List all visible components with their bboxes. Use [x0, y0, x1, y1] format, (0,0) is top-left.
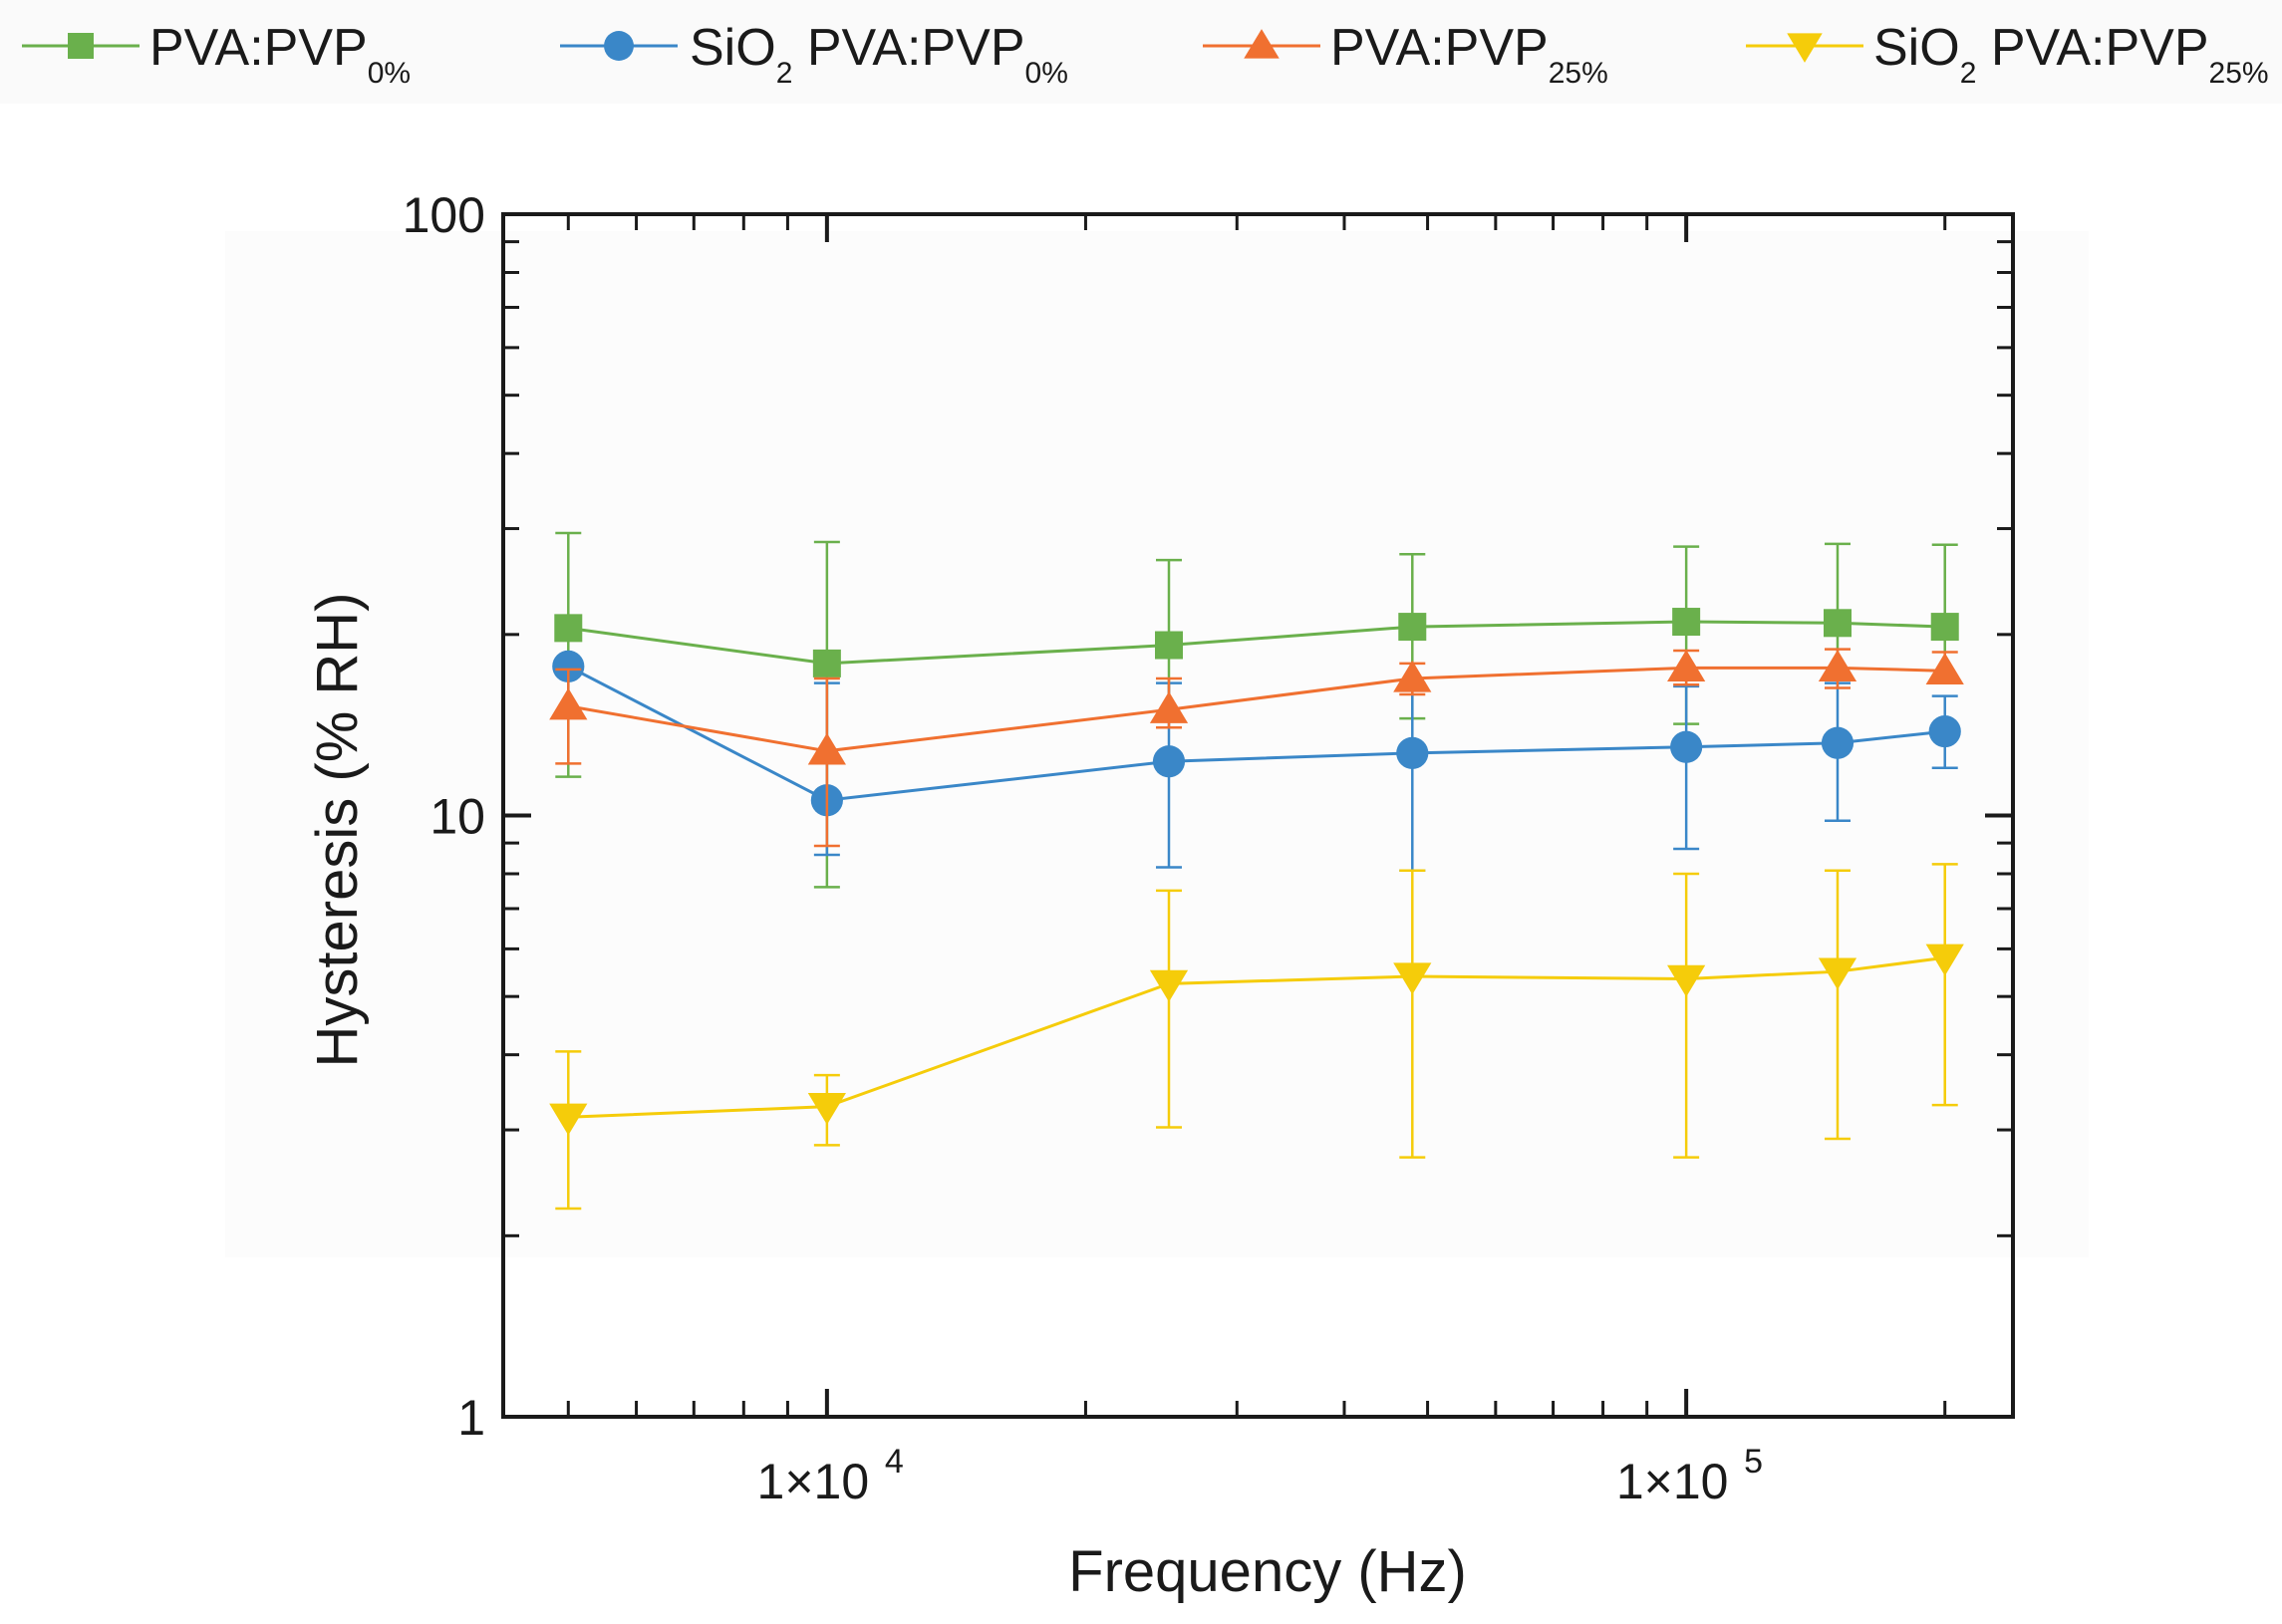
data-point	[1818, 957, 1857, 990]
data-point	[1667, 650, 1706, 681]
series-line	[568, 666, 1945, 753]
legend-item: SiO2 PVA:PVP25%	[1744, 8, 2282, 98]
data-point	[1823, 609, 1852, 638]
legend-label: SiO2 PVA:PVP25%	[1873, 19, 2269, 90]
data-point	[1925, 653, 1964, 684]
legend-swatch	[1746, 33, 1863, 63]
legend: PVA:PVP0% SiO2 PVA:PVP0% PVA:PVP25% SiO2…	[0, 0, 2282, 104]
series-group	[549, 863, 1964, 1211]
data-point	[1928, 714, 1961, 748]
data-point	[549, 687, 588, 720]
data-point	[807, 1093, 846, 1125]
y-tick-label: 10	[429, 789, 485, 845]
data-point	[1393, 660, 1432, 692]
data-point	[1925, 944, 1964, 976]
legend-label: PVA:PVP0%	[149, 19, 412, 90]
data-point	[554, 614, 583, 643]
series-line	[568, 620, 1945, 666]
data-point	[1152, 745, 1186, 778]
series-layer	[549, 531, 1964, 1211]
x-tick-exponent: 4	[885, 1443, 904, 1481]
data-point	[549, 1103, 588, 1136]
series-line	[567, 665, 1945, 802]
data-point	[1672, 608, 1701, 637]
x-tick-label: 1×10	[757, 1454, 870, 1509]
y-tick-label: 1	[457, 1390, 485, 1446]
data-point	[1149, 969, 1189, 1002]
legend-label: SiO2 PVA:PVP0%	[690, 19, 1068, 90]
data-point	[1155, 631, 1184, 660]
series-group	[552, 650, 1961, 872]
legend-marker	[1787, 33, 1823, 63]
series-group	[554, 531, 1959, 889]
data-point	[1149, 691, 1189, 723]
legend-item: PVA:PVP0%	[20, 8, 458, 98]
plot-frame	[501, 212, 2015, 1419]
legend-marker	[604, 31, 634, 61]
legend-marker	[1244, 29, 1280, 59]
legend-item: PVA:PVP25%	[1201, 8, 1659, 98]
series-group	[549, 648, 1964, 848]
ticks-layer: 1 10 100 1×10 4 1×10 5	[403, 187, 2013, 1509]
data-point	[1393, 962, 1432, 995]
legend-swatch	[560, 31, 678, 61]
data-point	[1398, 613, 1427, 642]
data-point	[1818, 650, 1857, 681]
data-point	[1670, 730, 1703, 763]
legend-marker	[68, 33, 94, 59]
data-point	[552, 650, 585, 682]
data-point	[1821, 726, 1854, 759]
x-axis-title: Frequency (Hz)	[1068, 1539, 1467, 1604]
y-tick-label: 100	[403, 187, 485, 243]
x-tick-label: 1×10	[1616, 1454, 1729, 1509]
legend-label: PVA:PVP25%	[1330, 19, 1608, 90]
legend-swatch	[22, 33, 140, 59]
series-line	[568, 955, 1945, 1119]
data-point	[812, 649, 841, 677]
data-point	[1396, 736, 1429, 769]
legend-item: SiO2 PVA:PVP0%	[558, 8, 1096, 98]
data-point	[807, 732, 846, 765]
data-point	[1930, 613, 1959, 642]
y-axis-title: Hysteresis (% RH)	[305, 593, 370, 1068]
legend-swatch	[1203, 29, 1320, 59]
x-tick-exponent: 5	[1744, 1443, 1763, 1481]
data-point	[1667, 964, 1706, 997]
